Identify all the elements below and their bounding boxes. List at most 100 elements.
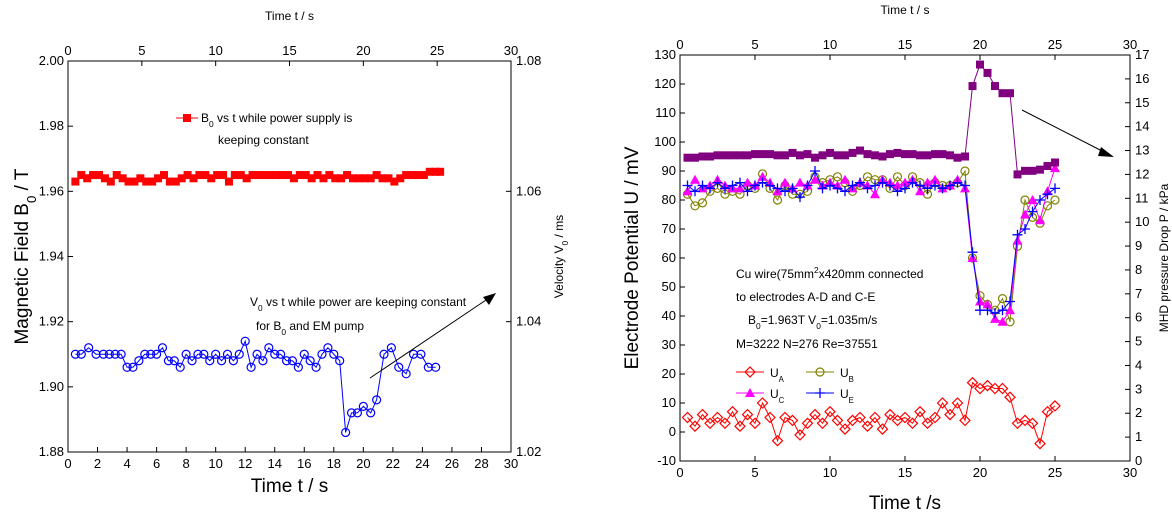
y-tick-label: 1.94 xyxy=(39,249,64,264)
arrow-line xyxy=(1021,109,1107,154)
data-point xyxy=(997,305,1008,316)
data-point xyxy=(735,177,745,188)
data-point xyxy=(84,343,94,353)
series-line xyxy=(75,339,436,433)
x-tick-label: 0 xyxy=(676,465,683,480)
data-point xyxy=(372,395,382,405)
y-axis-title: Magnetic Field B0 / T xyxy=(12,168,39,344)
x2-tick-label: 30 xyxy=(1123,37,1137,52)
data-point xyxy=(697,180,708,191)
data-point xyxy=(967,247,978,258)
data-point xyxy=(1012,229,1023,240)
data-point xyxy=(219,171,228,180)
data-point xyxy=(240,336,250,346)
data-point xyxy=(130,177,139,186)
legend-marker xyxy=(744,366,756,378)
data-point xyxy=(70,349,80,359)
data-point xyxy=(390,177,399,186)
data-point xyxy=(788,148,797,157)
x-tick-label: 14 xyxy=(267,456,281,471)
legend-label: UA xyxy=(770,366,785,384)
data-point xyxy=(228,356,238,366)
series-ue xyxy=(682,166,1060,319)
data-point xyxy=(751,150,759,159)
data-point xyxy=(794,429,806,441)
data-point xyxy=(869,411,881,424)
data-point xyxy=(77,171,86,180)
data-point xyxy=(278,171,287,180)
data-point xyxy=(95,171,104,180)
data-point xyxy=(416,349,426,359)
data-point xyxy=(110,349,120,359)
y2-tick-label: 3 xyxy=(1135,381,1142,396)
data-point xyxy=(959,414,971,427)
legend-marker xyxy=(183,114,191,122)
data-point xyxy=(213,171,222,180)
data-point xyxy=(749,417,761,430)
data-point xyxy=(787,183,798,194)
chart-2: 0 5 10 15 20 25 300 5 10 15 20 25 30-100102030405060… xyxy=(622,3,1171,514)
annotation-3: V0 vs t while power are keeping constant xyxy=(250,295,467,313)
data-point xyxy=(772,195,783,205)
data-point xyxy=(402,171,411,180)
data-point xyxy=(1027,206,1038,217)
data-point xyxy=(199,349,209,359)
data-point xyxy=(953,153,962,162)
data-point xyxy=(756,397,769,409)
x-tick-label: 5 xyxy=(751,465,758,480)
data-point xyxy=(885,180,895,191)
x2-axis-title: Time t / s xyxy=(265,9,314,23)
data-point xyxy=(163,356,174,366)
data-point xyxy=(378,174,387,183)
x2-tick-label: 20 xyxy=(356,43,370,58)
x-tick-label: 20 xyxy=(356,456,370,471)
y-tick-label: -10 xyxy=(657,453,676,468)
data-point xyxy=(1035,215,1045,225)
data-point xyxy=(922,177,933,187)
y2-tick-label: 14 xyxy=(1135,119,1149,134)
data-point xyxy=(358,401,368,411)
data-point xyxy=(1027,195,1038,204)
data-point xyxy=(1041,405,1054,418)
data-point xyxy=(1043,162,1052,171)
data-point xyxy=(83,174,92,183)
data-point xyxy=(862,183,873,194)
x-tick-label: 6 xyxy=(153,456,160,471)
data-point xyxy=(921,417,934,430)
data-point xyxy=(1028,166,1037,175)
data-point xyxy=(772,183,783,194)
plot-frame xyxy=(679,54,1131,462)
data-point xyxy=(809,408,821,421)
data-point xyxy=(169,356,179,366)
data-point xyxy=(236,171,245,180)
data-point xyxy=(960,166,970,176)
x-tick-label: 15 xyxy=(898,465,912,480)
data-point xyxy=(696,408,709,421)
data-point xyxy=(810,166,820,176)
data-point xyxy=(833,151,842,160)
data-point xyxy=(900,177,910,187)
data-point xyxy=(877,177,888,188)
data-point xyxy=(1034,437,1046,450)
series-b0-vs-t-while-power-supply-is-keeping-constant xyxy=(71,167,445,186)
data-point xyxy=(181,349,191,359)
data-point xyxy=(313,171,322,180)
data-point xyxy=(713,151,722,160)
legend-item: UE xyxy=(806,387,854,405)
data-point xyxy=(899,411,911,424)
data-point xyxy=(264,343,274,353)
data-point xyxy=(870,189,880,199)
data-point xyxy=(216,356,227,366)
x-tick-label: 0 xyxy=(64,456,71,471)
data-point xyxy=(991,82,999,91)
data-point xyxy=(100,174,109,183)
x-tick-label: 28 xyxy=(474,456,488,471)
data-point xyxy=(825,180,835,191)
legend-item: UC xyxy=(736,387,785,405)
data-point xyxy=(863,150,872,159)
data-point xyxy=(810,174,820,184)
y2-tick-label: 12 xyxy=(1135,166,1149,181)
data-point xyxy=(861,420,874,433)
data-point xyxy=(966,376,979,389)
legend-label: UE xyxy=(840,387,854,405)
